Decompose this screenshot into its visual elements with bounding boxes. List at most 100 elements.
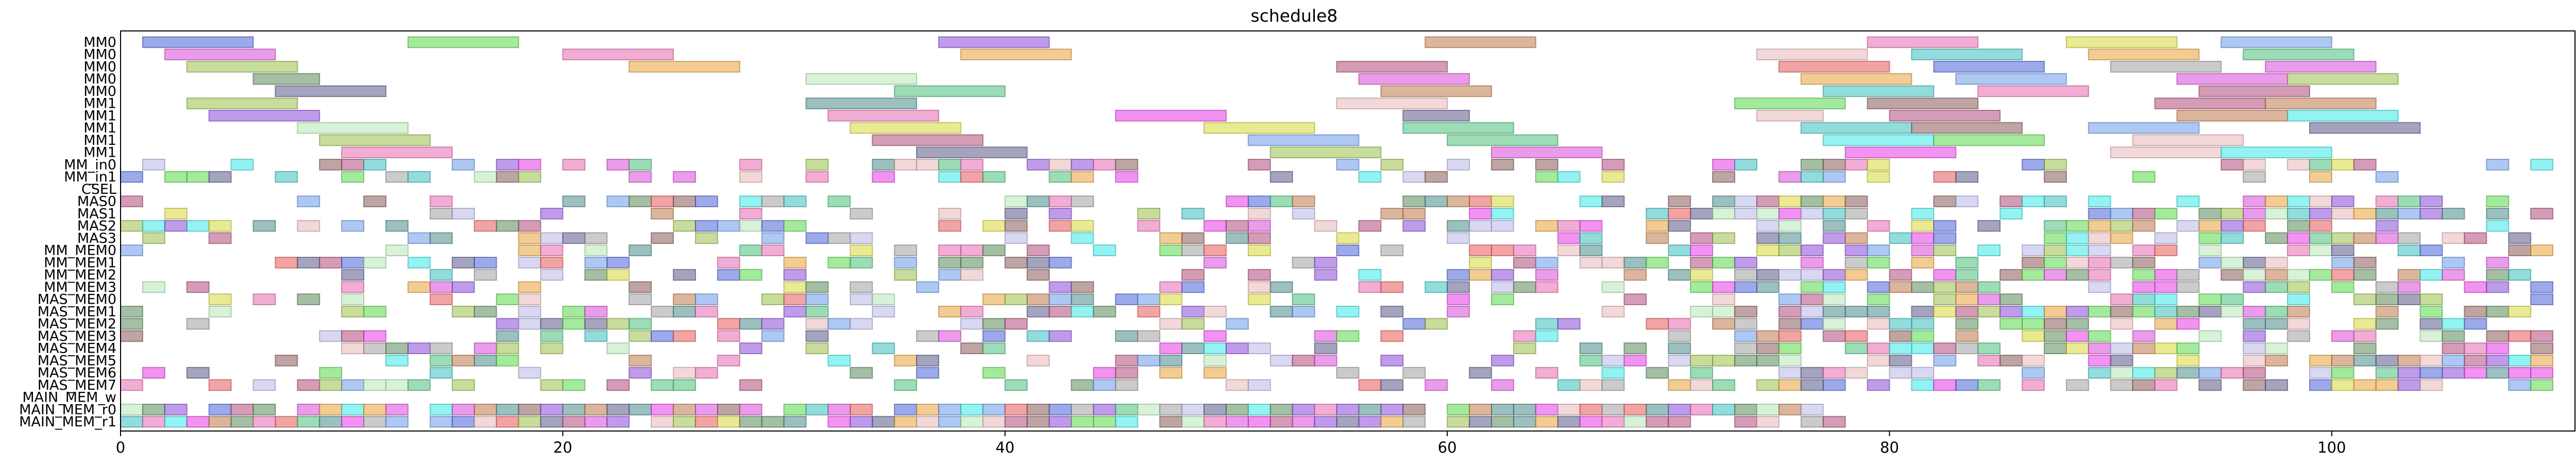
task-bar [2022,355,2045,367]
task-bar [606,318,630,330]
row-label: MAS_MEM2 [38,316,116,332]
task-bar [2353,208,2377,220]
task-bar [1425,195,1448,207]
task-bar [1822,306,1846,318]
task-bar [1955,318,1979,330]
task-bar [850,244,873,256]
task-bar [894,257,918,269]
task-bar [1048,208,1072,220]
task-bar [2088,367,2111,379]
task-bar [1004,232,1028,244]
task-bar [1778,367,1802,379]
task-bar [1579,257,1603,269]
task-bar [2154,244,2178,256]
task-bar [761,220,785,232]
task-bar [1712,208,1736,220]
task-bar [1690,355,1714,367]
task-bar [2309,269,2332,281]
task-bar [2309,379,2332,391]
task-bar [1447,281,1470,293]
task-bar [850,416,873,428]
task-bar [2198,330,2222,342]
task-bar [1800,257,1824,269]
task-bar [2176,342,2200,354]
task-bar [1756,244,1780,256]
task-bar [429,293,453,305]
task-bar [1933,232,1957,244]
task-bar [1402,171,1426,183]
task-bar [2442,330,2465,342]
task-bar [2043,195,2067,207]
task-bar [252,73,320,85]
task-bar [562,159,586,171]
task-bar [1358,171,1382,183]
task-bar [872,159,895,171]
task-bars [120,36,2554,428]
task-bar [1026,195,1050,207]
task-bar [1535,257,1558,269]
task-bar [407,232,431,244]
task-bar [1469,367,1492,379]
task-bar [1867,318,1890,330]
task-bar [297,416,320,428]
task-bar [1623,342,1647,354]
task-bar [1358,269,1382,281]
task-bar [850,281,873,293]
task-bar [1535,330,1558,342]
plot-frame [120,30,2575,432]
task-bar [1778,208,1802,220]
task-bar [2464,318,2487,330]
task-bar [1646,367,1669,379]
task-bar [1844,306,1868,318]
task-bar [186,416,210,428]
row-label: MAS_MEM0 [38,292,116,308]
task-bar [1225,379,1249,391]
task-bar [2022,195,2045,207]
task-bar [1314,416,1337,428]
task-bar [872,293,895,305]
task-bar [1867,281,1890,293]
task-bar [1756,342,1780,354]
task-bar [2397,269,2421,281]
task-bar [584,330,608,342]
task-bar [1115,367,1139,379]
task-bar [275,416,298,428]
task-bar [739,416,762,428]
task-bar [982,293,1006,305]
task-bar [827,232,851,244]
task-bar [827,195,851,207]
task-bar [297,293,320,305]
task-bar [341,342,365,354]
task-bar [1447,293,1470,305]
task-bar [2265,208,2289,220]
task-bar [739,404,762,416]
task-bar [518,404,541,416]
task-bar [1778,355,1802,367]
task-bar [1977,355,2001,367]
task-bar [2331,232,2354,244]
task-bar [1204,122,1315,134]
task-bar [1668,355,1691,367]
task-bar [451,159,475,171]
task-bar [1247,416,1271,428]
task-bar [1800,306,1824,318]
task-bar [1292,293,1315,305]
task-bar [1469,404,1492,416]
task-bar [1247,404,1271,416]
task-bar [1646,220,1669,232]
task-bar [1712,195,1736,207]
task-bar [1557,404,1581,416]
task-bar [1579,220,1603,232]
task-bar [1513,404,1536,416]
task-bar [2287,208,2310,220]
task-bar [1712,281,1736,293]
task-bar [1778,404,1802,416]
task-bar [2088,122,2200,134]
task-bar [1247,379,1271,391]
task-bar [1734,355,1757,367]
task-bar [1269,355,1293,367]
task-bar [385,416,409,428]
task-bar [1778,220,1802,232]
task-bar [1535,171,1558,183]
